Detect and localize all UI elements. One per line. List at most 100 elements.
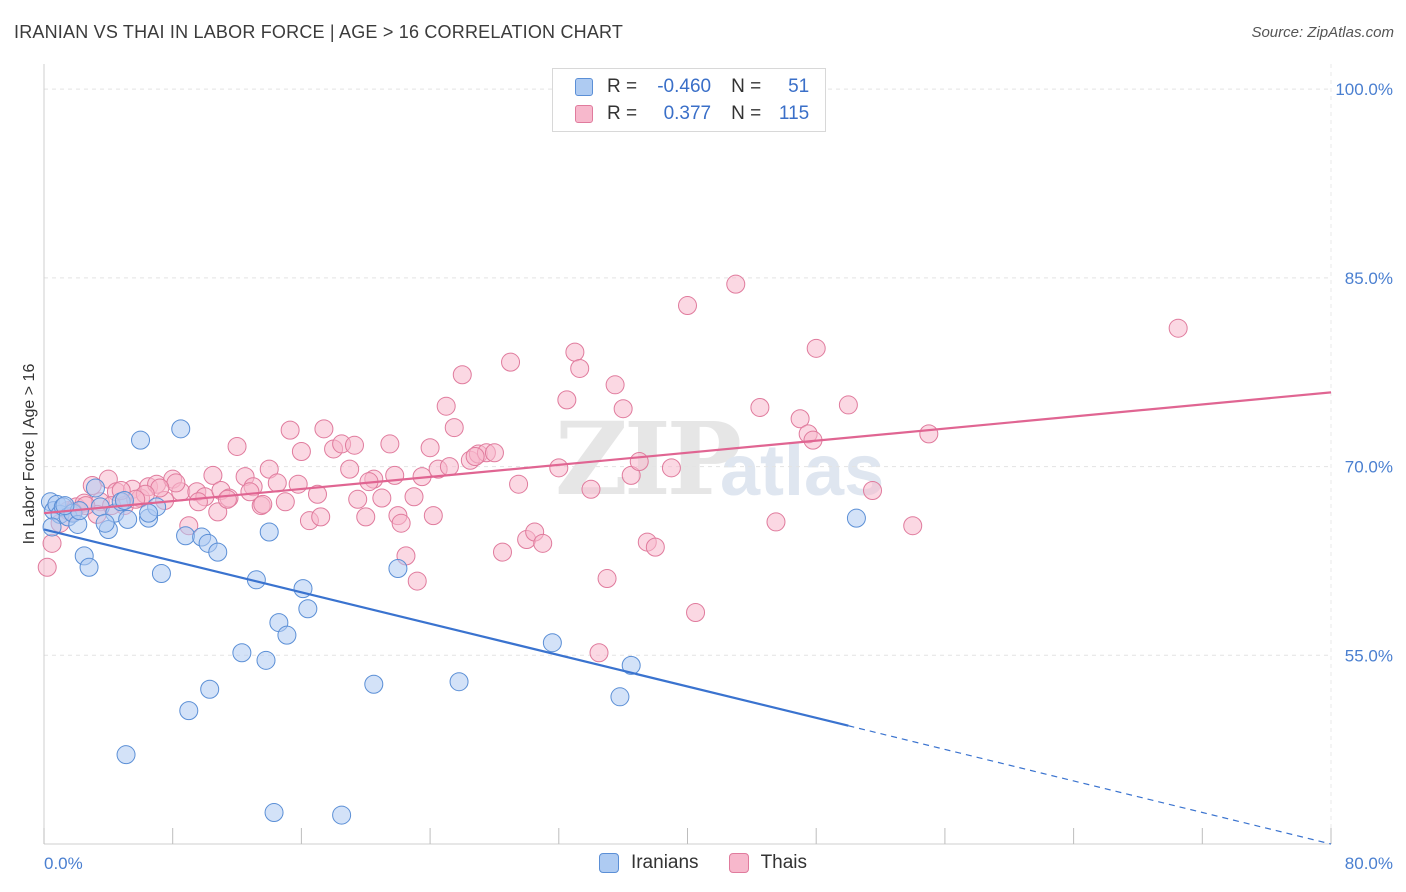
iranian-point bbox=[116, 745, 136, 765]
thai-point bbox=[348, 489, 368, 509]
thai-point bbox=[311, 507, 331, 527]
chart-title: IRANIAN VS THAI IN LABOR FORCE | AGE > 1… bbox=[14, 22, 624, 42]
watermark-atlas: atlas bbox=[720, 431, 885, 511]
thai-point bbox=[380, 434, 400, 454]
thai-point bbox=[581, 479, 601, 499]
legend-n-label: N = bbox=[731, 76, 762, 97]
thai-point bbox=[404, 487, 424, 507]
legend-n-value: 115 bbox=[778, 103, 810, 124]
legend-r-value: -0.460 bbox=[657, 76, 712, 97]
legend-row-iranians: R = -0.460 N = 51 bbox=[575, 75, 809, 99]
axes bbox=[43, 64, 1332, 845]
iranian-point bbox=[846, 508, 866, 528]
iranian-point bbox=[364, 674, 384, 694]
x-tick-label: 0.0% bbox=[44, 854, 83, 873]
legend-r-label: R = bbox=[607, 76, 638, 97]
thai-point bbox=[501, 352, 521, 372]
legend-swatch-iranians bbox=[575, 78, 593, 96]
thai-point bbox=[903, 516, 923, 536]
thai-point bbox=[240, 482, 260, 502]
thai-point bbox=[766, 512, 786, 532]
legend-row-thais: R = 0.377 N = 115 bbox=[575, 102, 809, 126]
thais-points bbox=[37, 274, 1188, 663]
iranian-point bbox=[542, 633, 562, 653]
iranian-point bbox=[332, 805, 352, 825]
thai-point bbox=[420, 438, 440, 458]
thai-point bbox=[465, 447, 485, 467]
watermark-zip: ZIP bbox=[555, 400, 742, 518]
iranian-point bbox=[95, 513, 115, 533]
thai-point bbox=[280, 420, 300, 440]
legend-swatch-thais bbox=[728, 853, 749, 873]
legend-swatch-iranians bbox=[598, 853, 619, 873]
iranian-point bbox=[200, 679, 220, 699]
thai-point bbox=[391, 513, 411, 533]
thai-point bbox=[444, 418, 464, 438]
x-tick-label: 80.0% bbox=[1345, 854, 1393, 873]
thai-point bbox=[42, 533, 62, 553]
thai-point bbox=[678, 296, 697, 316]
y-tick-label: 55.0% bbox=[1345, 646, 1393, 665]
thai-point bbox=[790, 409, 810, 429]
thai-point bbox=[549, 458, 569, 478]
thai-point bbox=[589, 643, 609, 663]
thai-point bbox=[629, 452, 649, 472]
thai-point bbox=[208, 502, 228, 522]
thai-point bbox=[661, 458, 681, 478]
iranian-point bbox=[264, 803, 284, 823]
iranian-point bbox=[256, 650, 276, 670]
thai-point bbox=[275, 492, 295, 512]
iranian-point bbox=[277, 625, 297, 645]
iranian-point bbox=[449, 672, 469, 692]
source-label: Source: ZipAtlas.com bbox=[1251, 24, 1394, 41]
thai-point bbox=[407, 571, 427, 591]
iranian-point bbox=[131, 430, 151, 450]
thai-point bbox=[686, 603, 706, 623]
thai-point bbox=[570, 358, 590, 378]
y-tick-label: 85.0% bbox=[1345, 269, 1393, 288]
series-legend: Iranians Thais bbox=[0, 852, 1406, 874]
thai-point bbox=[439, 457, 459, 477]
iranian-point bbox=[79, 557, 99, 577]
thai-point bbox=[565, 342, 585, 362]
thai-point bbox=[166, 473, 186, 493]
thai-point bbox=[340, 459, 360, 479]
legend-item-iranians[interactable]: Iranians bbox=[598, 852, 699, 874]
thai-point bbox=[307, 484, 327, 504]
thai-point bbox=[253, 494, 273, 514]
thai-point bbox=[203, 465, 223, 485]
trend-line-iranians bbox=[43, 528, 849, 727]
iranian-point bbox=[259, 522, 279, 542]
iranian-point bbox=[298, 599, 318, 619]
legend-item-thais[interactable]: Thais bbox=[728, 852, 808, 874]
iranian-point bbox=[232, 643, 252, 663]
thai-point bbox=[645, 537, 665, 557]
iranian-point bbox=[179, 701, 199, 721]
thai-point bbox=[452, 365, 472, 385]
thai-point bbox=[557, 390, 577, 410]
thai-point bbox=[188, 492, 208, 512]
iranian-point bbox=[176, 526, 196, 546]
trend-line-thais bbox=[43, 391, 1332, 515]
thai-point bbox=[484, 443, 504, 463]
thai-point bbox=[267, 473, 287, 493]
thai-point bbox=[597, 569, 617, 589]
thai-point bbox=[605, 375, 625, 395]
iranian-point bbox=[85, 478, 105, 498]
iranian-point bbox=[388, 558, 408, 578]
thai-point bbox=[750, 397, 770, 417]
thai-point bbox=[919, 424, 939, 444]
legend-label-thais: Thais bbox=[760, 852, 808, 873]
iranian-point bbox=[139, 503, 159, 523]
legend-r-label: R = bbox=[607, 103, 638, 124]
legend-label-iranians: Iranians bbox=[630, 852, 699, 873]
thai-point bbox=[227, 436, 247, 456]
iranian-point bbox=[208, 542, 228, 562]
iranian-point bbox=[151, 564, 171, 584]
thai-point bbox=[533, 533, 553, 553]
thai-point bbox=[436, 396, 456, 416]
thai-point bbox=[838, 395, 858, 415]
y-tick-label: 70.0% bbox=[1345, 458, 1393, 477]
thai-point bbox=[726, 274, 746, 294]
